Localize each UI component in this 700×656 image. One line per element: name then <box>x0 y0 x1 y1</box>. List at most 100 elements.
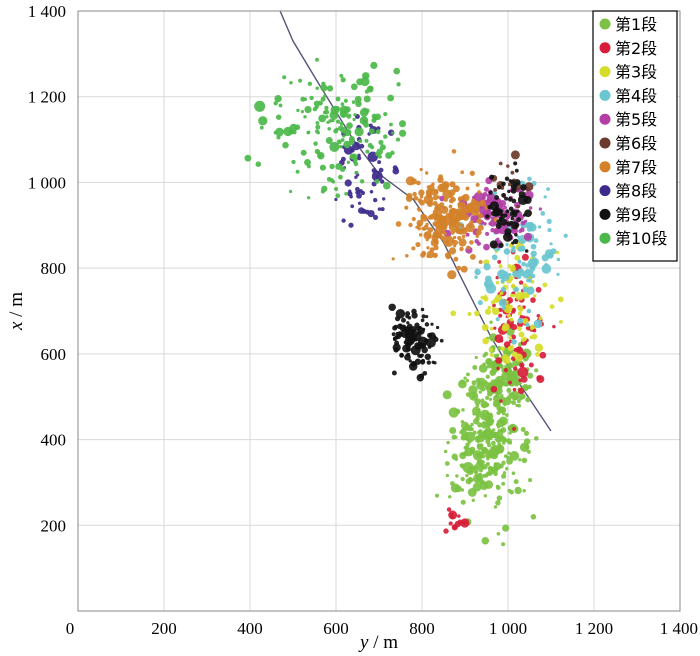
data-point <box>512 366 518 371</box>
data-point <box>509 371 516 378</box>
data-point <box>460 476 465 482</box>
data-point <box>517 245 524 252</box>
data-point <box>488 397 493 402</box>
data-point <box>537 225 542 229</box>
data-point <box>491 440 496 446</box>
data-point <box>495 430 504 439</box>
data-point <box>511 400 517 406</box>
data-point <box>342 134 346 138</box>
data-point <box>315 120 320 125</box>
data-point <box>371 113 377 119</box>
data-point <box>465 379 470 383</box>
data-point <box>418 233 423 237</box>
data-point <box>508 304 513 309</box>
data-point <box>443 528 449 534</box>
plot-frame <box>77 10 681 612</box>
data-point <box>380 207 385 212</box>
data-point <box>391 257 395 261</box>
data-point <box>533 436 539 441</box>
data-point <box>500 427 507 434</box>
legend-marker <box>599 113 611 125</box>
y-tick-label: 800 <box>41 259 67 278</box>
data-point <box>510 323 518 331</box>
data-point <box>421 314 426 319</box>
data-point <box>353 161 359 167</box>
data-point <box>474 355 478 360</box>
data-point <box>278 103 283 108</box>
data-point <box>440 205 449 214</box>
data-point <box>503 232 513 242</box>
data-point <box>501 460 506 466</box>
data-point <box>515 383 519 387</box>
data-point <box>457 198 462 202</box>
data-point <box>315 124 321 130</box>
data-point <box>480 295 485 300</box>
data-point <box>513 179 521 186</box>
data-point <box>421 250 427 256</box>
legend-label: 第5段 <box>615 110 657 129</box>
data-point <box>448 222 453 227</box>
data-point <box>557 296 564 303</box>
data-point <box>517 366 529 378</box>
data-point <box>477 300 483 306</box>
data-point <box>507 451 511 455</box>
data-point <box>326 85 334 92</box>
data-point <box>465 186 470 191</box>
data-point <box>352 141 361 151</box>
data-point <box>274 95 282 103</box>
data-point <box>474 310 480 317</box>
data-point <box>393 347 399 353</box>
data-point <box>477 409 481 413</box>
data-point <box>493 187 498 192</box>
data-point <box>468 385 478 395</box>
data-point <box>502 524 510 532</box>
data-point <box>453 216 461 223</box>
data-point <box>405 334 409 339</box>
data-point <box>354 175 358 179</box>
legend-item-6: 第6段 <box>599 134 657 153</box>
data-point <box>420 318 425 323</box>
data-point <box>465 442 470 447</box>
data-point <box>391 332 396 337</box>
data-point <box>348 222 354 228</box>
data-point <box>505 466 509 471</box>
y-tick-label: 1 400 <box>28 2 66 21</box>
data-point <box>466 245 471 250</box>
data-point <box>358 139 363 143</box>
data-point <box>556 272 560 277</box>
data-point <box>443 449 448 454</box>
data-point <box>486 457 490 461</box>
data-point <box>315 57 319 62</box>
series-9 <box>388 161 532 382</box>
trajectory-lines <box>279 10 552 432</box>
data-point <box>365 149 370 154</box>
data-point <box>481 446 488 454</box>
data-point <box>344 192 348 196</box>
data-point <box>424 322 430 327</box>
data-point <box>496 345 502 351</box>
data-point <box>453 256 459 262</box>
data-point <box>472 430 477 435</box>
data-point <box>411 216 416 222</box>
legend-label: 第6段 <box>615 134 657 153</box>
data-point <box>498 242 504 248</box>
data-point <box>427 215 433 220</box>
data-point <box>500 213 506 219</box>
data-point <box>477 430 482 435</box>
data-point <box>477 377 487 387</box>
data-point <box>485 374 490 379</box>
data-point <box>501 181 506 187</box>
data-point <box>486 364 492 369</box>
data-point <box>484 275 492 283</box>
data-point <box>426 233 432 239</box>
data-point <box>344 179 352 187</box>
data-point <box>510 216 514 221</box>
data-point <box>501 542 506 547</box>
data-point <box>518 280 524 285</box>
data-point <box>381 197 386 201</box>
data-point <box>407 329 418 340</box>
data-point <box>445 241 449 245</box>
data-point <box>460 434 467 441</box>
data-point <box>416 180 421 186</box>
data-point <box>361 208 367 214</box>
